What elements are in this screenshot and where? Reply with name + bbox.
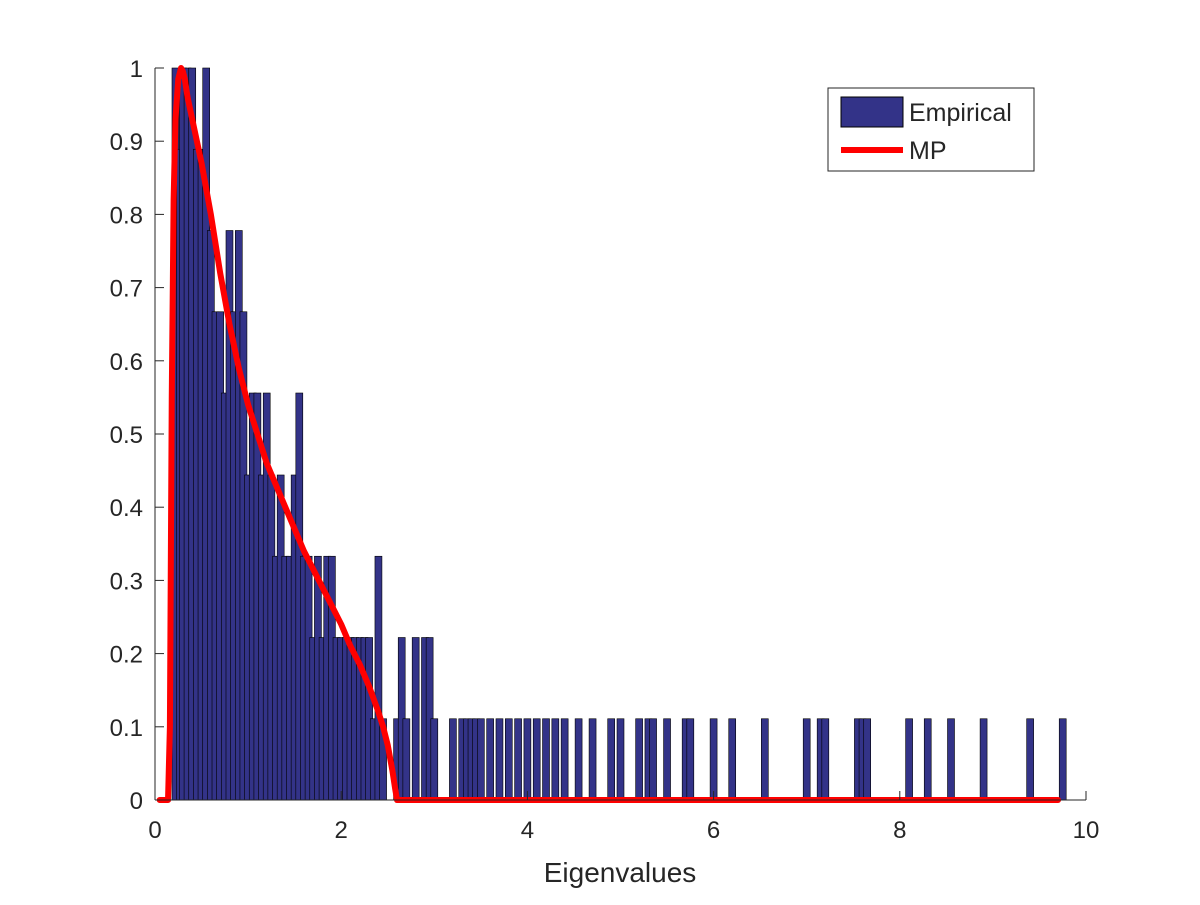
histogram-bar <box>635 718 643 801</box>
histogram-bar <box>574 718 583 801</box>
histogram-bar <box>477 718 485 801</box>
histogram-bar <box>551 718 560 801</box>
y-tick-label: 0.6 <box>110 349 143 376</box>
histogram-bar <box>979 718 988 801</box>
y-tick-label: 0.5 <box>110 422 143 449</box>
y-tick-label: 0.7 <box>110 276 143 303</box>
axes-layer: 0 2 4 6 8 10 0 0.1 0.2 0.3 0.4 0.5 0.6 0.7 0.8 0.9 1 <box>110 56 1100 844</box>
legend-empirical-swatch <box>840 96 904 128</box>
histogram-bar <box>402 718 411 801</box>
histogram-bar <box>1058 718 1067 801</box>
histogram-bar <box>1026 718 1034 801</box>
y-tick-label: 0.9 <box>110 129 143 156</box>
y-tick-label: 0 <box>130 788 143 815</box>
histogram-bar <box>616 718 625 801</box>
histogram-bar <box>649 718 657 801</box>
x-tick-label: 10 <box>1073 817 1100 844</box>
x-tick-label: 2 <box>335 817 348 844</box>
histogram-bar <box>802 718 811 801</box>
histogram-bar <box>947 718 955 801</box>
histogram-bar <box>821 718 830 801</box>
y-tick-label: 0.1 <box>110 715 143 742</box>
legend-empirical-label: Empirical <box>909 99 1012 127</box>
legend: Empirical MP <box>827 87 1035 172</box>
histogram-bar <box>588 718 597 801</box>
y-tick-label: 0.2 <box>110 642 143 669</box>
histogram-bar <box>863 718 871 801</box>
histogram-bar <box>411 637 420 801</box>
x-axis-label: Eigenvalues <box>544 857 697 888</box>
histogram-bar <box>495 718 504 801</box>
histogram-bar <box>663 718 671 801</box>
histogram-bar <box>560 718 569 801</box>
x-tick-label: 0 <box>148 817 161 844</box>
histogram-bar <box>709 718 718 801</box>
histogram-bar <box>761 718 769 801</box>
histogram-bar <box>728 718 737 801</box>
histogram-bar <box>686 718 695 801</box>
y-tick-label: 1 <box>130 56 143 83</box>
histogram-bar <box>514 718 522 801</box>
y-tick-label: 0.3 <box>110 568 143 595</box>
histogram-bar <box>542 718 550 801</box>
histogram-bar <box>449 718 457 801</box>
x-tick-label: 4 <box>521 817 534 844</box>
histogram-bar <box>923 718 932 801</box>
histogram-bar <box>905 718 913 801</box>
legend-mp-label: MP <box>909 137 947 165</box>
x-tick-label: 6 <box>707 817 720 844</box>
y-tick-label: 0.4 <box>110 495 143 522</box>
histogram-bar <box>532 718 541 801</box>
histogram-bar <box>504 718 513 801</box>
x-tick-label: 8 <box>893 817 906 844</box>
histogram-bar <box>486 718 494 801</box>
histogram-bar <box>430 718 439 801</box>
histogram-bar <box>607 718 615 801</box>
y-tick-label: 0.8 <box>110 202 143 229</box>
histogram-bar <box>523 718 532 801</box>
